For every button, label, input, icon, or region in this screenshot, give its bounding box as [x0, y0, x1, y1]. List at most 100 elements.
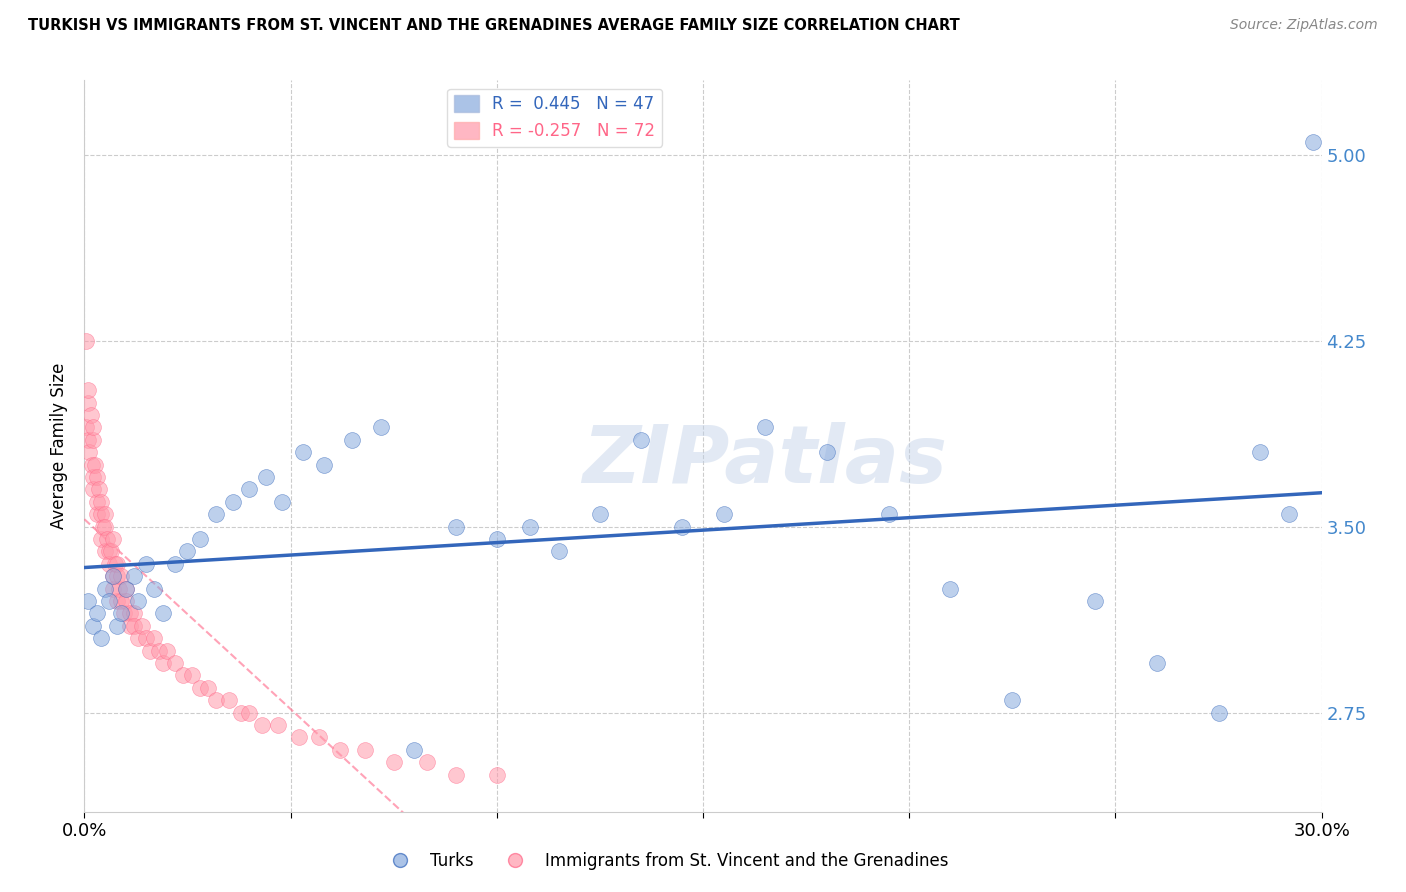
- Point: [110, 594, 132, 608]
- Point: [77, 433, 100, 447]
- Point: [114, 582, 136, 596]
- Point: [110, 607, 132, 621]
- Point: [77, 383, 100, 397]
- Point: [127, 594, 149, 608]
- Point: [127, 631, 149, 645]
- Point: [118, 607, 141, 621]
- Point: [353, 743, 375, 757]
- Point: [312, 458, 335, 472]
- Point: [82, 420, 104, 434]
- Point: [329, 743, 352, 757]
- Point: [105, 594, 128, 608]
- Point: [1278, 507, 1301, 521]
- Point: [148, 643, 170, 657]
- Point: [291, 445, 314, 459]
- Point: [172, 668, 194, 682]
- Point: [118, 619, 141, 633]
- Point: [105, 569, 128, 583]
- Point: [250, 718, 273, 732]
- Legend: Turks, Immigrants from St. Vincent and the Grenadines: Turks, Immigrants from St. Vincent and t…: [377, 846, 955, 877]
- Point: [519, 519, 541, 533]
- Point: [176, 544, 198, 558]
- Text: ZIPatlas: ZIPatlas: [582, 422, 948, 500]
- Point: [754, 420, 776, 434]
- Text: Source: ZipAtlas.com: Source: ZipAtlas.com: [1230, 18, 1378, 32]
- Point: [104, 557, 127, 571]
- Point: [94, 544, 117, 558]
- Point: [82, 483, 104, 497]
- Point: [82, 619, 104, 633]
- Point: [152, 607, 174, 621]
- Point: [139, 643, 162, 657]
- Point: [238, 706, 260, 720]
- Point: [415, 755, 437, 769]
- Point: [229, 706, 252, 720]
- Point: [103, 532, 125, 546]
- Point: [98, 544, 121, 558]
- Point: [94, 582, 117, 596]
- Point: [197, 681, 219, 695]
- Point: [308, 731, 330, 745]
- Point: [1001, 693, 1024, 707]
- Point: [105, 557, 128, 571]
- Point: [114, 582, 136, 596]
- Point: [86, 470, 108, 484]
- Point: [238, 483, 260, 497]
- Point: [877, 507, 900, 521]
- Point: [485, 532, 508, 546]
- Point: [103, 569, 125, 583]
- Point: [254, 470, 277, 484]
- Point: [91, 519, 114, 533]
- Point: [90, 631, 112, 645]
- Point: [1146, 656, 1168, 670]
- Point: [105, 619, 128, 633]
- Point: [671, 519, 693, 533]
- Text: TURKISH VS IMMIGRANTS FROM ST. VINCENT AND THE GRENADINES AVERAGE FAMILY SIZE CO: TURKISH VS IMMIGRANTS FROM ST. VINCENT A…: [28, 18, 960, 33]
- Point: [370, 420, 392, 434]
- Point: [82, 433, 104, 447]
- Point: [1249, 445, 1271, 459]
- Point: [143, 582, 166, 596]
- Point: [96, 532, 118, 546]
- Point: [114, 594, 136, 608]
- Point: [79, 445, 101, 459]
- Point: [288, 731, 311, 745]
- Point: [342, 433, 364, 447]
- Point: [815, 445, 838, 459]
- Point: [135, 631, 157, 645]
- Point: [87, 483, 110, 497]
- Point: [143, 631, 166, 645]
- Point: [180, 668, 202, 682]
- Point: [79, 408, 101, 422]
- Point: [100, 544, 122, 558]
- Point: [188, 532, 211, 546]
- Point: [156, 643, 179, 657]
- Point: [1302, 135, 1324, 149]
- Point: [1208, 706, 1230, 720]
- Point: [222, 495, 245, 509]
- Point: [205, 507, 228, 521]
- Point: [90, 495, 112, 509]
- Point: [90, 507, 112, 521]
- Point: [131, 619, 153, 633]
- Point: [98, 594, 121, 608]
- Point: [271, 495, 294, 509]
- Y-axis label: Average Family Size: Average Family Size: [51, 363, 69, 529]
- Point: [110, 569, 132, 583]
- Point: [382, 755, 405, 769]
- Point: [630, 433, 652, 447]
- Point: [939, 582, 962, 596]
- Point: [83, 458, 105, 472]
- Point: [205, 693, 228, 707]
- Point: [1084, 594, 1107, 608]
- Point: [94, 507, 117, 521]
- Point: [108, 582, 131, 596]
- Point: [165, 557, 187, 571]
- Point: [112, 607, 135, 621]
- Point: [86, 607, 108, 621]
- Point: [444, 519, 467, 533]
- Point: [444, 767, 467, 781]
- Point: [547, 544, 569, 558]
- Point: [82, 470, 104, 484]
- Point: [218, 693, 240, 707]
